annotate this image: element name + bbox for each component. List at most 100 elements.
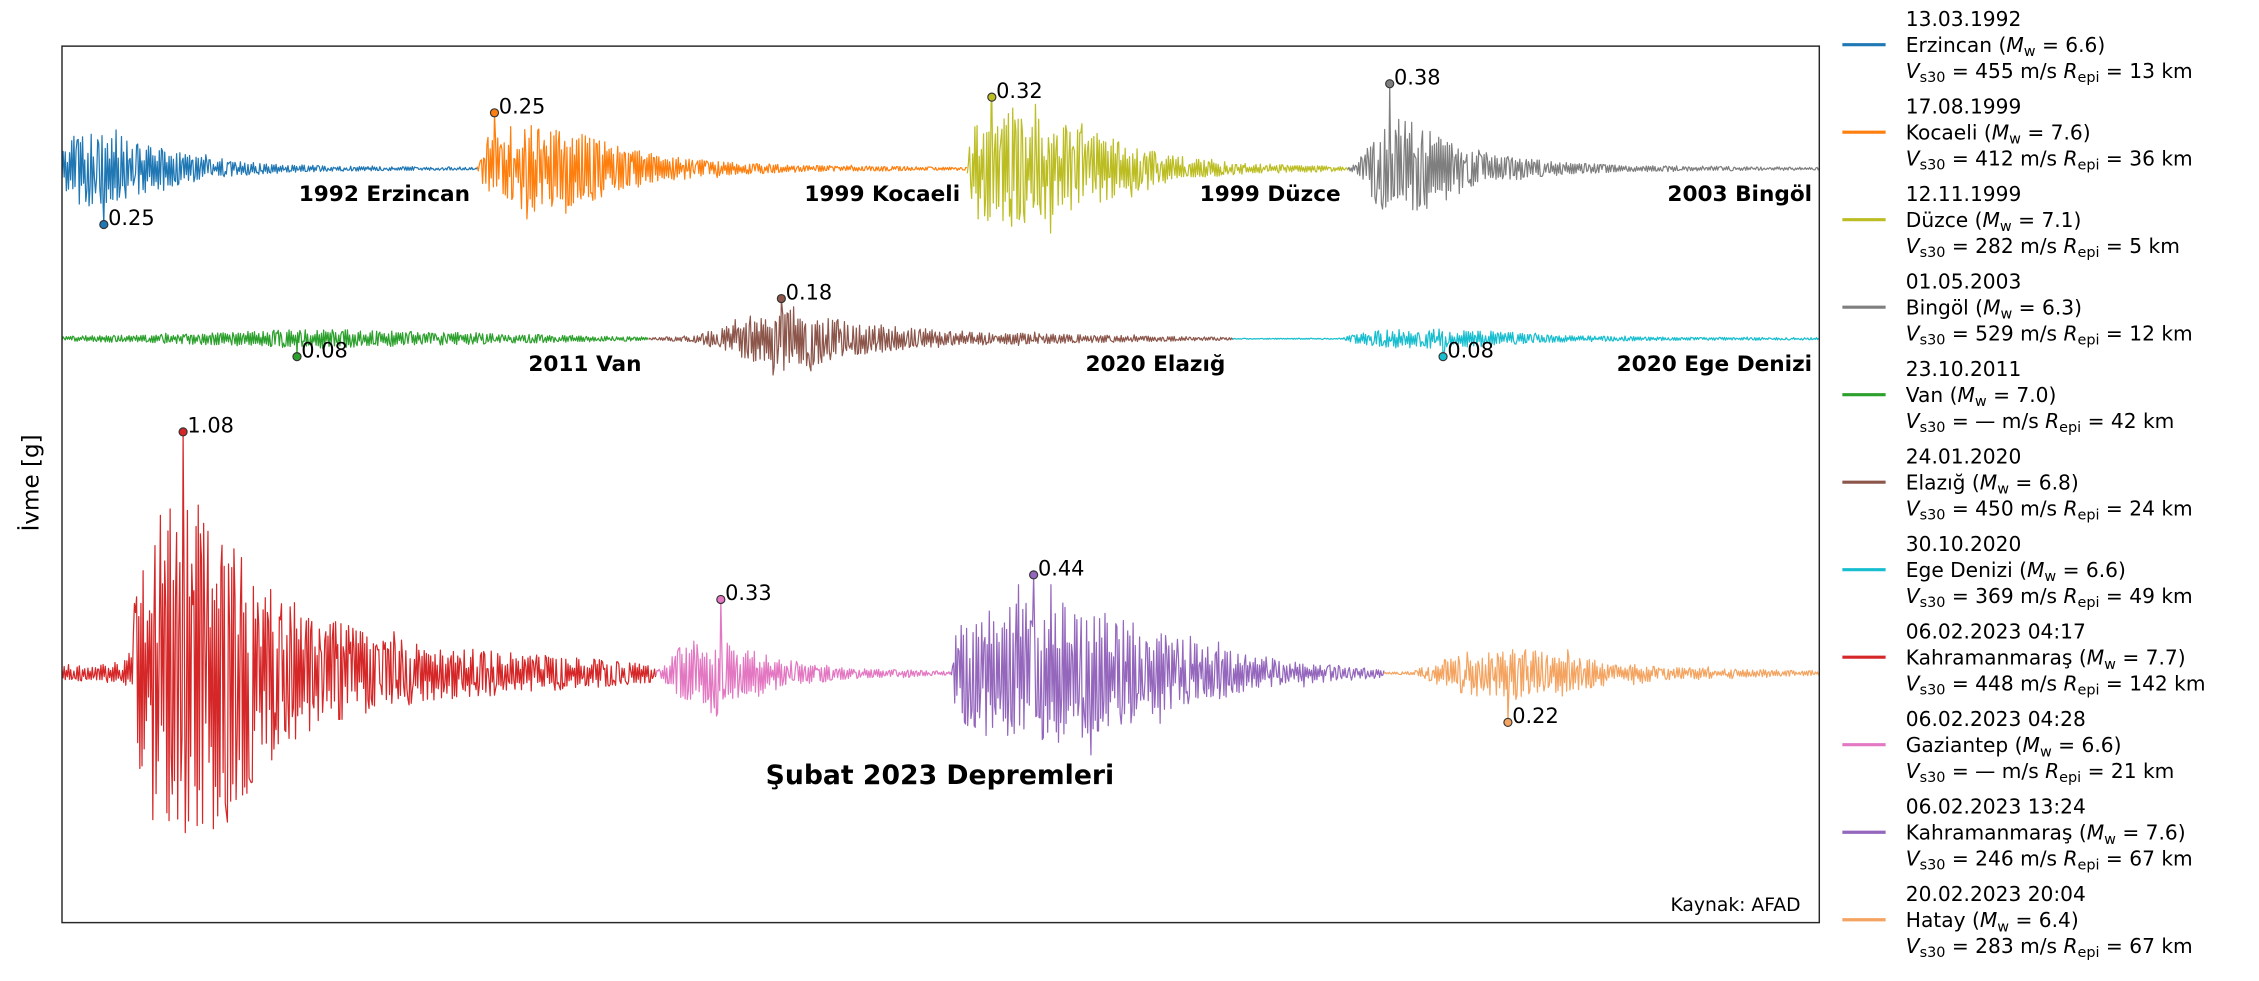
- y-axis-label: İvme [g]: [17, 434, 45, 531]
- legend-date: 12.11.1999: [1906, 182, 2021, 206]
- legend-vs-unit: m/s: [2014, 234, 2064, 258]
- legend-event-line: Erzincan (Mw = 6.6): [1906, 33, 2105, 60]
- legend-vs30-value: 450: [1975, 496, 2014, 520]
- legend-equals: =: [1945, 846, 1975, 870]
- legend-site-line: Vs30 = — m/s Repi = 21 km: [1906, 759, 2175, 786]
- legend-vs-subscript: s30: [1920, 595, 1946, 611]
- legend-repi-value: 42: [2111, 409, 2137, 433]
- legend-open-paren: (: [2013, 558, 2027, 582]
- legend-mw-symbol: M: [1983, 295, 2000, 319]
- legend-event-name: Elazığ: [1906, 470, 1966, 494]
- trace-kocaeli-2: [476, 112, 968, 220]
- legend-vs30-value: 455: [1975, 59, 2014, 83]
- peak-marker-kocaeli-2: [489, 108, 500, 118]
- legend-r-subscript: epi: [2078, 70, 2100, 86]
- legend-equals: =: [2052, 733, 2082, 757]
- legend-open-paren: (: [2008, 733, 2022, 757]
- legend-r-unit: km: [2155, 846, 2193, 870]
- trace-bingol-4: [1347, 83, 1820, 211]
- legend-open-paren: (: [1966, 470, 1980, 494]
- legend-r-symbol: R: [2063, 234, 2077, 258]
- waveform-traces: [61, 83, 1820, 834]
- legend-mw-symbol: M: [1980, 908, 1997, 932]
- legend-repi-value: 49: [2129, 584, 2155, 608]
- peak-marker-van-5: [292, 352, 302, 362]
- legend-equals: =: [2012, 295, 2042, 319]
- legend-event-line: Gaziantep (Mw = 6.6): [1906, 733, 2122, 760]
- peak-marker-ege-denizi-7: [1438, 352, 1448, 362]
- legend-equals: =: [1945, 146, 1975, 170]
- legend-vs30-value: 282: [1975, 234, 2014, 258]
- legend-vs-unit: m/s: [2014, 496, 2064, 520]
- legend-mw-value: 6.6: [2086, 558, 2118, 582]
- legend-vs-subscript: s30: [1920, 70, 1946, 86]
- legend-mw-symbol: M: [1992, 120, 2009, 144]
- legend-equals: =: [2100, 59, 2130, 83]
- group-label: Şubat 2023 Depremleri: [766, 760, 1115, 791]
- legend-site-line: Vs30 = 282 m/s Repi = 5 km: [1906, 234, 2180, 261]
- legend-equals: =: [2081, 759, 2111, 783]
- legend-r-unit: km: [2168, 671, 2206, 695]
- legend-vs-unit: m/s: [1995, 759, 2045, 783]
- legend-event-line: Bingöl (Mw = 6.3): [1906, 295, 2082, 322]
- trace-label-erzincan-1: 1992 Erzincan: [299, 182, 470, 207]
- legend-r-symbol: R: [2063, 584, 2077, 608]
- legend-vs30-value: 246: [1975, 846, 2014, 870]
- legend-repi-value: 13: [2129, 59, 2155, 83]
- legend-equals: =: [2009, 470, 2039, 494]
- legend-event-name: Kocaeli: [1906, 120, 1978, 144]
- legend-mw-value: 6.3: [2042, 295, 2074, 319]
- legend-mw-subscript: w: [2044, 569, 2056, 585]
- legend-vs-symbol: V: [1906, 846, 1921, 870]
- trace-label-duzce-3: 1999 Düzce: [1200, 182, 1341, 207]
- legend-equals: =: [1945, 496, 1975, 520]
- legend-vs30-value: 283: [1975, 934, 2014, 958]
- peak-marker-erzincan-1: [99, 219, 109, 230]
- legend-equals: =: [2116, 645, 2146, 669]
- legend-event-name: Kahramanmaraş: [1906, 645, 2073, 669]
- legend-site-line: Vs30 = 450 m/s Repi = 24 km: [1906, 496, 2193, 523]
- legend-r-symbol: R: [2063, 846, 2077, 870]
- legend-event-name: Erzincan: [1906, 33, 1992, 57]
- legend-mw-symbol: M: [1957, 383, 1974, 407]
- source-note: Kaynak: AFAD: [1670, 895, 1800, 916]
- legend-vs30-value: 369: [1975, 584, 2014, 608]
- legend-r-unit: km: [2137, 409, 2175, 433]
- legend-site-line: Vs30 = 455 m/s Repi = 13 km: [1906, 59, 2193, 86]
- legend-vs30-value: 448: [1975, 671, 2014, 695]
- legend-event-line: Düzce (Mw = 7.1): [1906, 208, 2082, 235]
- legend-vs30-value: 412: [1975, 146, 2014, 170]
- legend-equals: =: [1945, 584, 1975, 608]
- legend-mw-value: 6.4: [2039, 908, 2071, 932]
- legend-r-symbol: R: [2063, 496, 2077, 520]
- legend-event-name: Kahramanmaraş: [1906, 820, 2073, 844]
- legend-mw-subscript: w: [1997, 919, 2009, 935]
- legend-r-unit: km: [2155, 584, 2193, 608]
- peak-label-hatay-11: 0.22: [1512, 704, 1559, 728]
- legend-r-symbol: R: [2063, 321, 2077, 345]
- legend-vs-symbol: V: [1906, 321, 1921, 345]
- legend-vs-unit: m/s: [2014, 146, 2064, 170]
- trace-annotations: 0.25 1992 Erzincan 0.25 1999 Kocaeli 0.32 199…: [99, 65, 1812, 728]
- legend-r-subscript: epi: [2059, 420, 2081, 436]
- trace-label-bingol-4: 2003 Bingöl: [1667, 182, 1812, 207]
- trace-label-elazig-6: 2020 Elazığ: [1085, 352, 1225, 377]
- legend-date: 24.01.2020: [1906, 444, 2021, 468]
- peak-label-kocaeli-2: 0.25: [499, 95, 546, 119]
- legend-site-line: Vs30 = — m/s Repi = 42 km: [1906, 409, 2175, 436]
- legend-date: 01.05.2003: [1906, 269, 2021, 293]
- legend-date: 20.02.2023 20:04: [1906, 882, 2086, 906]
- legend-r-symbol: R: [2045, 759, 2059, 783]
- trace-gaziantep-9: [655, 598, 952, 717]
- legend-event-name: Bingöl: [1906, 295, 1969, 319]
- trace-duzce-3: [966, 96, 1349, 234]
- legend-vs-subscript: s30: [1920, 158, 1946, 174]
- peak-label-duzce-3: 0.32: [996, 79, 1043, 103]
- legend-vs30-value: —: [1975, 409, 1995, 433]
- peak-label-kahramanmaras-10: 0.44: [1038, 557, 1085, 581]
- legend-equals: =: [2100, 934, 2130, 958]
